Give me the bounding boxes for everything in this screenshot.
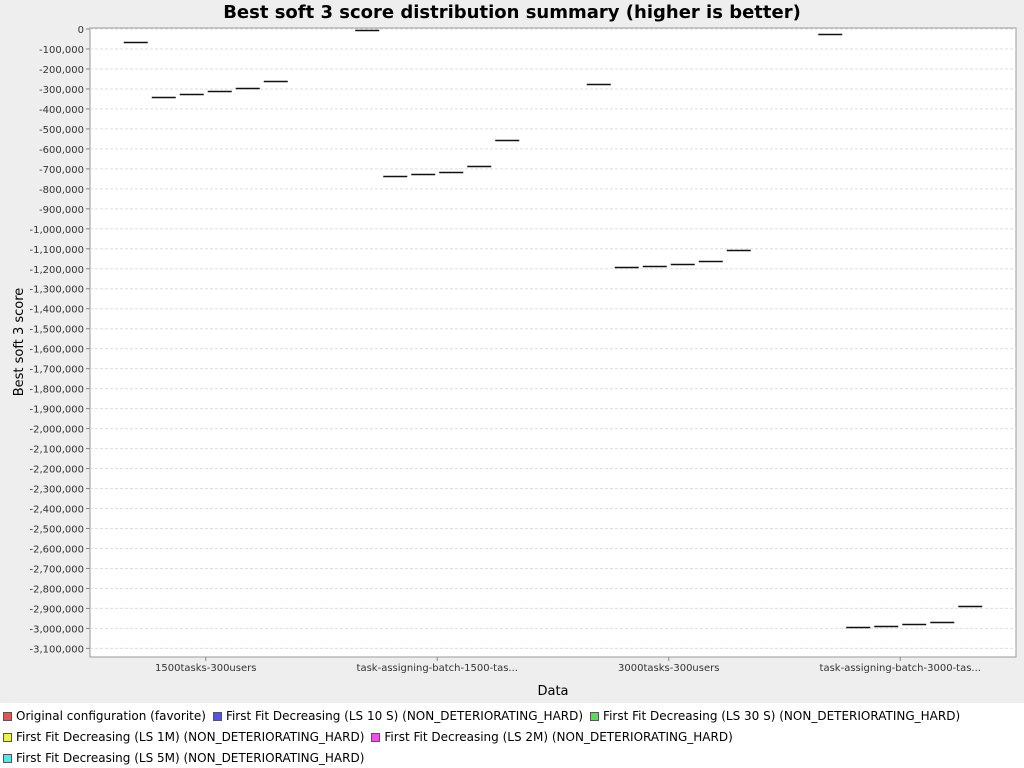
x-axis-label: Data [537, 684, 568, 699]
y-tick-label: -3,100,000 [29, 644, 84, 655]
y-tick-label: -2,300,000 [29, 485, 84, 496]
y-tick-label: -1,300,000 [29, 285, 84, 296]
gridlines [90, 28, 1016, 649]
y-tick-label: -1,800,000 [29, 385, 84, 396]
legend-swatch-yellow [3, 732, 12, 742]
y-tick-label: -300,000 [39, 85, 84, 96]
legend-row: Original configuration (favorite) First … [2, 706, 966, 726]
y-tick-label: -1,500,000 [29, 325, 84, 336]
y-tick-label: -1,200,000 [29, 265, 84, 276]
y-axis-label: Best soft 3 score [12, 288, 27, 397]
y-tick-label: -700,000 [39, 165, 84, 176]
y-tick-label: 0 [78, 25, 84, 36]
y-tick-label: -3,000,000 [29, 624, 84, 635]
y-tick-label: -800,000 [39, 185, 84, 196]
legend-label: First Fit Decreasing (LS 10 S) (NON_DETE… [225, 709, 584, 723]
legend-swatch-magenta [371, 732, 381, 742]
plot-background [89, 27, 1017, 658]
data-marks [123, 29, 983, 629]
y-tick-label: -2,800,000 [29, 584, 84, 595]
x-axis-ticks: 1500tasks-300users task-assigning-batch-1… [155, 657, 981, 674]
y-tick-label: -500,000 [39, 125, 84, 136]
legend-label: First Fit Decreasing (LS 30 S) (NON_DETE… [603, 709, 961, 723]
legend-swatch-green [590, 711, 600, 721]
legend-row: First Fit Decreasing (LS 1M) (NON_DETERI… [2, 727, 739, 747]
y-tick-label: -2,700,000 [29, 564, 84, 575]
legend-item: First Fit Decreasing (LS 2M) (NON_DETERI… [370, 730, 733, 744]
legend-swatch-blue [212, 711, 222, 721]
y-tick-label: -1,900,000 [29, 405, 84, 416]
y-tick-label: -1,700,000 [29, 365, 84, 376]
y-tick-label: -2,900,000 [29, 604, 84, 615]
legend-label: Original configuration (favorite) [16, 709, 206, 723]
legend-item: First Fit Decreasing (LS 30 S) (NON_DETE… [589, 709, 960, 723]
y-tick-label: -2,000,000 [29, 425, 84, 436]
y-tick-label: -2,100,000 [29, 445, 84, 456]
x-tick-label: task-assigning-batch-1500-tas... [357, 663, 518, 674]
legend: Original configuration (favorite) First … [0, 703, 1024, 768]
legend-label: First Fit Decreasing (LS 2M) (NON_DETERI… [384, 730, 733, 744]
y-tick-label: -100,000 [39, 45, 84, 56]
y-tick-label: -600,000 [39, 145, 84, 156]
y-tick-label: -2,200,000 [29, 465, 84, 476]
y-tick-label: -2,600,000 [29, 544, 84, 555]
y-tick-label: -2,500,000 [29, 525, 84, 536]
y-tick-label: -1,000,000 [29, 225, 84, 236]
y-tick-label: -1,400,000 [29, 305, 84, 316]
legend-label: First Fit Decreasing (LS 5M) (NON_DETERI… [16, 751, 365, 765]
legend-swatch-red [3, 711, 12, 721]
legend-swatch-cyan [3, 753, 12, 763]
y-tick-label: -200,000 [39, 65, 84, 76]
x-tick-label: 1500tasks-300users [155, 663, 256, 674]
legend-label: First Fit Decreasing (LS 1M) (NON_DETERI… [16, 730, 365, 744]
chart-area: Best soft 3 score distribution summary (… [12, 2, 1017, 699]
legend-row: First Fit Decreasing (LS 5M) (NON_DETERI… [2, 748, 370, 768]
y-tick-label: -900,000 [39, 205, 84, 216]
y-tick-label: -1,600,000 [29, 345, 84, 356]
y-tick-label: -1,100,000 [29, 245, 84, 256]
x-tick-label: task-assigning-batch-3000-tas... [820, 663, 981, 674]
y-axis-ticks: 0 -100,000 -200,000 -300,000 -400,000 -500,00… [29, 25, 90, 655]
legend-item: First Fit Decreasing (LS 1M) (NON_DETERI… [2, 730, 364, 744]
legend-item: Original configuration (favorite) [2, 709, 206, 723]
chart-title: Best soft 3 score distribution summary (… [223, 2, 801, 23]
legend-item: First Fit Decreasing (LS 10 S) (NON_DETE… [212, 709, 583, 723]
y-tick-label: -400,000 [39, 105, 84, 116]
x-tick-label: 3000tasks-300users [618, 663, 719, 674]
y-tick-label: -2,400,000 [29, 505, 84, 516]
legend-item: First Fit Decreasing (LS 5M) (NON_DETERI… [2, 751, 364, 765]
